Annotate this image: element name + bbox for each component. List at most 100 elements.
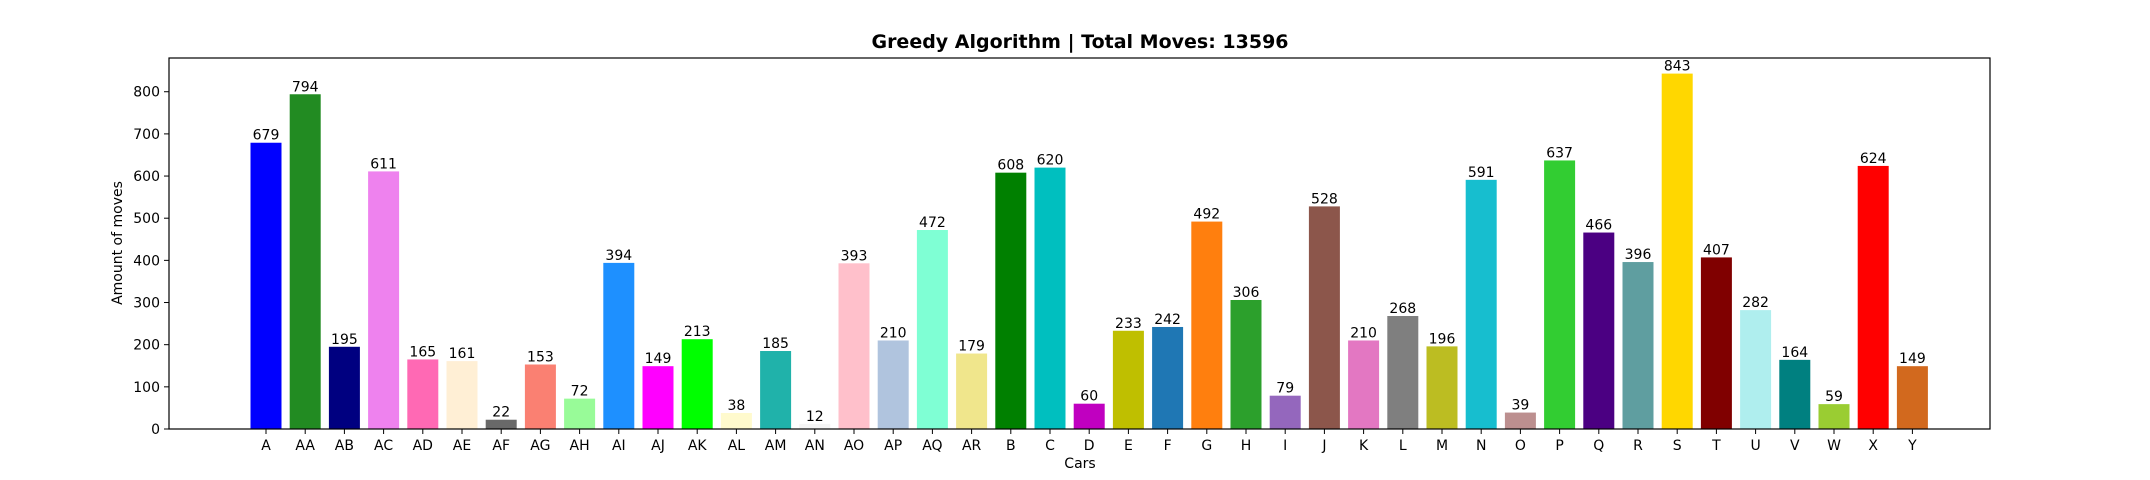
bar-l bbox=[1387, 316, 1419, 429]
y-tick-label-0: 0 bbox=[151, 422, 160, 438]
value-label-af: 22 bbox=[492, 405, 510, 421]
x-tick-label-w: W bbox=[1827, 438, 1841, 454]
value-label-ae: 161 bbox=[449, 346, 476, 362]
plot-frame bbox=[168, 57, 1991, 430]
x-tick-label-c: C bbox=[1045, 438, 1055, 454]
x-tick-label-l: L bbox=[1399, 438, 1407, 454]
bar-aq bbox=[916, 230, 948, 429]
bar-ak bbox=[681, 339, 713, 429]
value-label-ag: 153 bbox=[527, 350, 554, 366]
value-label-q: 466 bbox=[1585, 218, 1612, 234]
value-label-ai: 394 bbox=[605, 248, 632, 264]
y-tick-label-100: 100 bbox=[133, 380, 160, 396]
bar-n bbox=[1465, 179, 1497, 429]
value-label-p: 637 bbox=[1546, 145, 1573, 161]
bar-k bbox=[1348, 340, 1380, 429]
x-tick-label-o: O bbox=[1515, 438, 1526, 454]
y-tick-label-800: 800 bbox=[133, 85, 160, 101]
x-tick-label-af: AF bbox=[492, 438, 510, 454]
x-tick-label-r: R bbox=[1633, 438, 1643, 454]
bar-h bbox=[1230, 299, 1262, 429]
value-label-h: 306 bbox=[1233, 285, 1260, 301]
bar-b bbox=[995, 172, 1027, 430]
y-tick-label-200: 200 bbox=[133, 338, 160, 354]
x-tick-label-aa: AA bbox=[295, 438, 315, 454]
x-tick-label-k: K bbox=[1359, 438, 1369, 454]
bar-p bbox=[1544, 160, 1576, 429]
bar-o bbox=[1504, 412, 1536, 429]
y-axis-label: Amount of moves bbox=[110, 181, 126, 305]
x-tick-label-ai: AI bbox=[612, 438, 626, 454]
x-tick-label-y: Y bbox=[1907, 438, 1917, 454]
bar-ag bbox=[524, 364, 556, 429]
value-label-m: 196 bbox=[1429, 331, 1456, 347]
x-tick-label-ah: AH bbox=[570, 438, 590, 454]
bar-r bbox=[1622, 262, 1654, 429]
x-axis-label: Cars bbox=[1064, 456, 1095, 472]
bar-q bbox=[1583, 232, 1615, 429]
x-tick-label-aj: AJ bbox=[651, 438, 665, 454]
x-tick-label-h: H bbox=[1241, 438, 1252, 454]
x-tick-label-ag: AG bbox=[530, 438, 550, 454]
bar-ai bbox=[603, 262, 635, 429]
bar-e bbox=[1112, 330, 1144, 429]
bar-t bbox=[1700, 257, 1732, 429]
value-label-k: 210 bbox=[1350, 325, 1377, 341]
bar-ar bbox=[956, 353, 988, 429]
value-label-i: 79 bbox=[1276, 381, 1294, 397]
value-label-o: 39 bbox=[1511, 398, 1529, 414]
bars-group bbox=[250, 73, 1928, 430]
x-tick-label-i: I bbox=[1283, 438, 1287, 454]
value-label-al: 38 bbox=[727, 398, 745, 414]
x-tick-label-ar: AR bbox=[962, 438, 982, 454]
bar-x bbox=[1857, 165, 1889, 429]
value-label-d: 60 bbox=[1080, 389, 1098, 405]
value-label-ab: 195 bbox=[331, 332, 358, 348]
value-label-ar: 179 bbox=[958, 339, 985, 355]
chart-title: Greedy Algorithm | Total Moves: 13596 bbox=[871, 31, 1288, 53]
value-label-x: 624 bbox=[1860, 151, 1887, 167]
bar-j bbox=[1308, 206, 1340, 429]
bar-u bbox=[1740, 310, 1772, 429]
bar-c bbox=[1034, 167, 1066, 430]
x-tick-label-b: B bbox=[1006, 438, 1016, 454]
value-label-aq: 472 bbox=[919, 215, 946, 231]
x-tick-label-aq: AQ bbox=[922, 438, 942, 454]
value-label-r: 396 bbox=[1625, 247, 1652, 263]
x-tick-label-m: M bbox=[1436, 438, 1448, 454]
x-tick-label-ad: AD bbox=[413, 438, 433, 454]
x-tick-label-p: P bbox=[1555, 438, 1563, 454]
value-label-ap: 210 bbox=[880, 325, 907, 341]
value-label-c: 620 bbox=[1037, 153, 1064, 169]
value-label-l: 268 bbox=[1389, 301, 1416, 317]
x-tick-label-t: T bbox=[1711, 438, 1721, 454]
bar-ad bbox=[407, 359, 439, 429]
bar-am bbox=[760, 351, 792, 429]
value-label-v: 164 bbox=[1781, 345, 1808, 361]
x-tick-label-al: AL bbox=[728, 438, 746, 454]
x-tick-label-ap: AP bbox=[884, 438, 902, 454]
bar-s bbox=[1661, 73, 1693, 429]
value-label-u: 282 bbox=[1742, 295, 1769, 311]
bar-ap bbox=[877, 340, 909, 429]
y-tick-label-600: 600 bbox=[133, 169, 160, 185]
x-tick-label-s: S bbox=[1673, 438, 1682, 454]
y-tick-label-300: 300 bbox=[133, 296, 160, 312]
x-tick-label-ab: AB bbox=[335, 438, 354, 454]
y-axis: 0 100 200 300 400 500 600 700 800 bbox=[133, 85, 169, 438]
bar-f bbox=[1152, 326, 1184, 429]
x-tick-label-ac: AC bbox=[374, 438, 393, 454]
value-label-ah: 72 bbox=[571, 384, 589, 400]
bar-a bbox=[250, 142, 282, 430]
x-tick-label-ae: AE bbox=[453, 438, 471, 454]
bar-ac bbox=[368, 171, 400, 429]
x-tick-label-f: F bbox=[1164, 438, 1172, 454]
value-label-ac: 611 bbox=[370, 156, 397, 172]
value-label-ad: 165 bbox=[409, 344, 436, 360]
x-tick-label-u: U bbox=[1750, 438, 1760, 454]
bar-v bbox=[1779, 359, 1811, 429]
value-label-t: 407 bbox=[1703, 242, 1730, 258]
x-tick-label-ak: AK bbox=[688, 438, 708, 454]
value-label-aa: 794 bbox=[292, 79, 319, 95]
bar-af bbox=[485, 419, 517, 429]
